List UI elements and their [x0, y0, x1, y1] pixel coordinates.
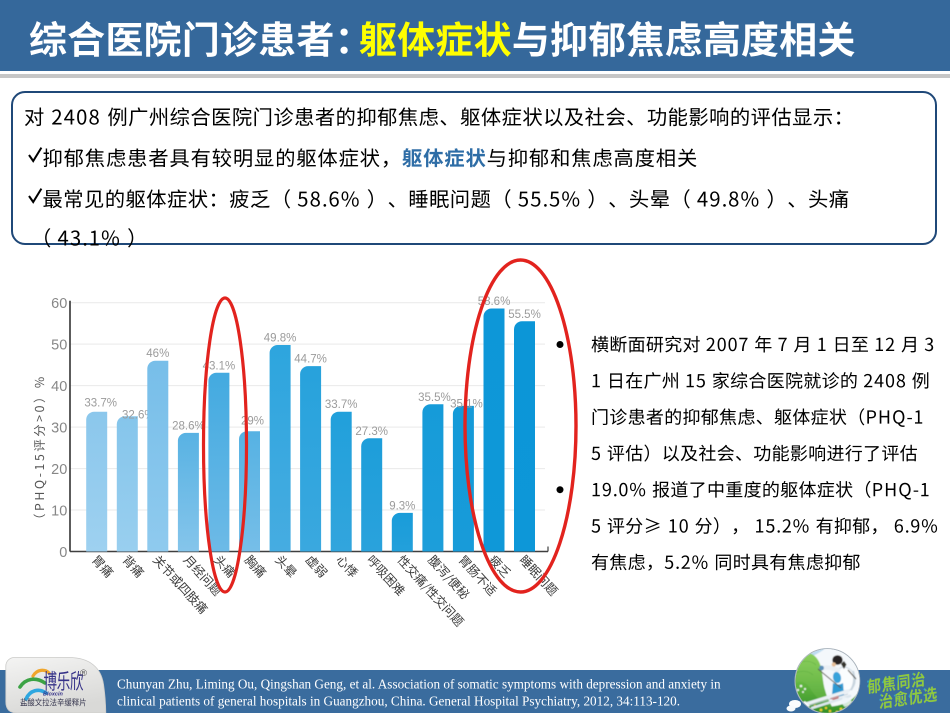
svg-text:33.7%: 33.7%	[84, 398, 117, 410]
svg-text:Bloxcin: Bloxcin	[43, 692, 64, 698]
svg-text:44.7%: 44.7%	[294, 354, 327, 366]
svg-text:10: 10	[51, 503, 67, 519]
svg-text:9.3%: 9.3%	[389, 500, 415, 512]
svg-text:30: 30	[51, 421, 67, 437]
svg-text:49.8%: 49.8%	[264, 333, 297, 345]
svg-text:27.3%: 27.3%	[355, 426, 388, 438]
svg-text:40: 40	[51, 379, 67, 395]
svg-text:35.5%: 35.5%	[418, 392, 451, 404]
svg-text:®: ®	[80, 668, 87, 679]
svg-text:55.5%: 55.5%	[508, 309, 541, 321]
svg-text:0: 0	[59, 545, 67, 561]
svg-text:29%: 29%	[241, 416, 264, 428]
svg-text:clinical patients of general h: clinical patients of general hospitals i…	[117, 694, 680, 709]
svg-text:50: 50	[51, 338, 67, 354]
svg-text:33.7%: 33.7%	[325, 399, 358, 411]
svg-text:60: 60	[51, 296, 67, 312]
svg-text:Chunyan Zhu, Liming Ou, Qingsh: Chunyan Zhu, Liming Ou, Qingshan Geng, e…	[117, 677, 721, 692]
svg-text:20: 20	[51, 462, 67, 478]
svg-text:46%: 46%	[146, 348, 169, 360]
svg-text:43.1%: 43.1%	[203, 360, 236, 372]
svg-text:28.6%: 28.6%	[172, 420, 205, 432]
svg-text:32.6%: 32.6%	[122, 409, 155, 421]
